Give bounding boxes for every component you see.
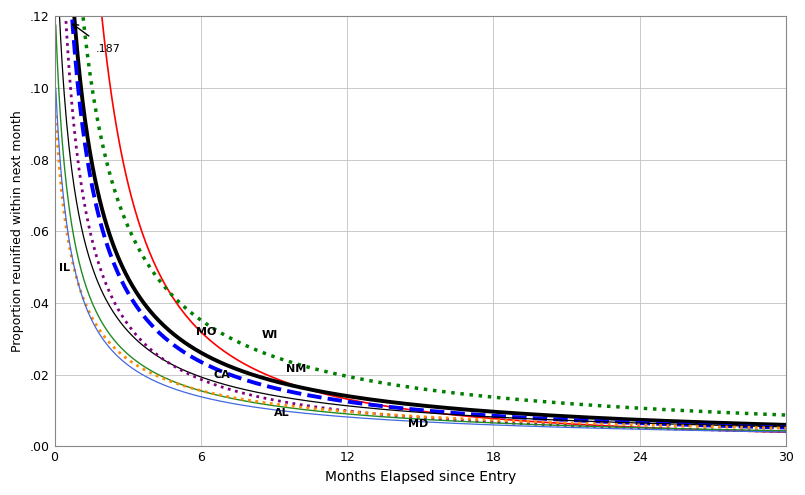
Text: IL: IL	[60, 263, 70, 273]
Text: CA: CA	[213, 370, 229, 381]
Text: MO: MO	[196, 327, 217, 338]
Text: WI: WI	[262, 330, 278, 340]
Text: AL: AL	[274, 408, 290, 418]
Text: NM: NM	[286, 364, 307, 374]
Y-axis label: Proportion reunified within next month: Proportion reunified within next month	[11, 110, 24, 352]
Text: MD: MD	[408, 419, 428, 429]
Text: .187: .187	[96, 44, 121, 54]
X-axis label: Months Elapsed since Entry: Months Elapsed since Entry	[324, 470, 516, 484]
